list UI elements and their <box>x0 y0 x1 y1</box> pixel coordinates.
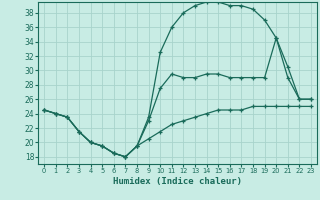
X-axis label: Humidex (Indice chaleur): Humidex (Indice chaleur) <box>113 177 242 186</box>
